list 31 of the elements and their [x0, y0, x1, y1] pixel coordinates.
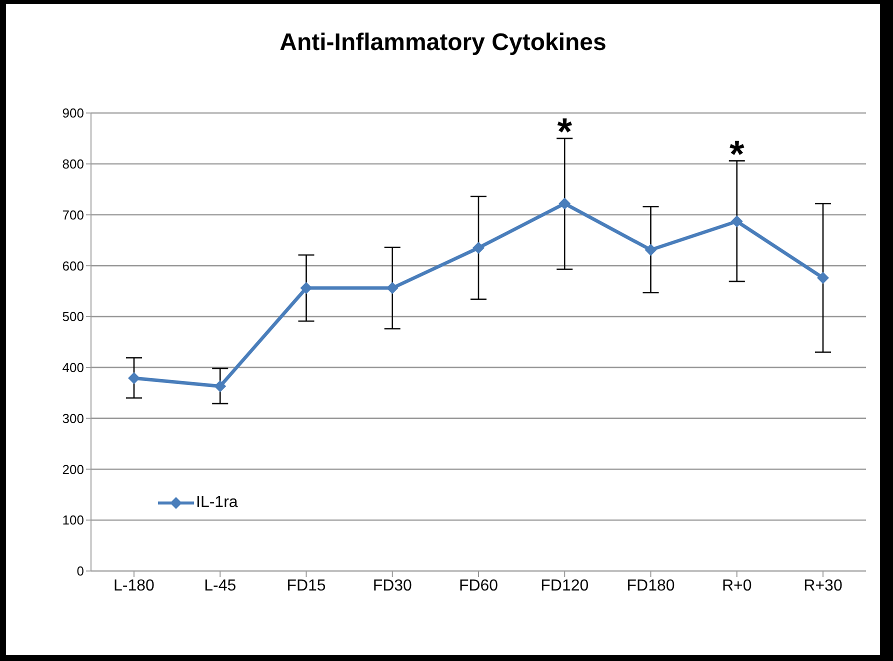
x-tick-label: FD30	[372, 577, 412, 594]
x-tick-label: L-45	[204, 577, 236, 594]
y-tick-label: 600	[62, 258, 84, 274]
point	[817, 272, 829, 284]
point	[644, 244, 657, 256]
y-tick-label: 500	[62, 309, 84, 324]
point	[472, 242, 484, 254]
annotation: *	[729, 134, 744, 176]
annotation: *	[557, 111, 572, 154]
chart-title: Anti-Inflammatory Cytokines	[278, 29, 608, 57]
y-tick-label: 300	[62, 410, 84, 426]
x-tick-label: FD60	[458, 577, 498, 594]
x-tick-label: FD180	[626, 577, 675, 594]
x-tick-label: R+30	[804, 577, 842, 594]
point	[730, 215, 743, 228]
legend-label: IL-1ra	[196, 494, 238, 512]
point	[300, 282, 312, 294]
x-tick-label: L-180	[114, 577, 155, 594]
point	[214, 380, 226, 392]
point	[558, 198, 571, 210]
x-tick-label: FD15	[286, 577, 326, 594]
x-tick-label: FD120	[540, 577, 589, 594]
y-tick-label: 0	[76, 564, 84, 579]
x-tick-label: R+0	[722, 577, 752, 594]
point	[128, 372, 140, 384]
y-tick-label: 200	[62, 462, 84, 477]
y-tick-label: 900	[62, 106, 84, 121]
y-tick-label: 100	[62, 512, 84, 528]
y-tick-label: 700	[62, 207, 84, 222]
y-tick-label: 400	[62, 360, 84, 376]
y-tick-label: 800	[62, 156, 84, 172]
